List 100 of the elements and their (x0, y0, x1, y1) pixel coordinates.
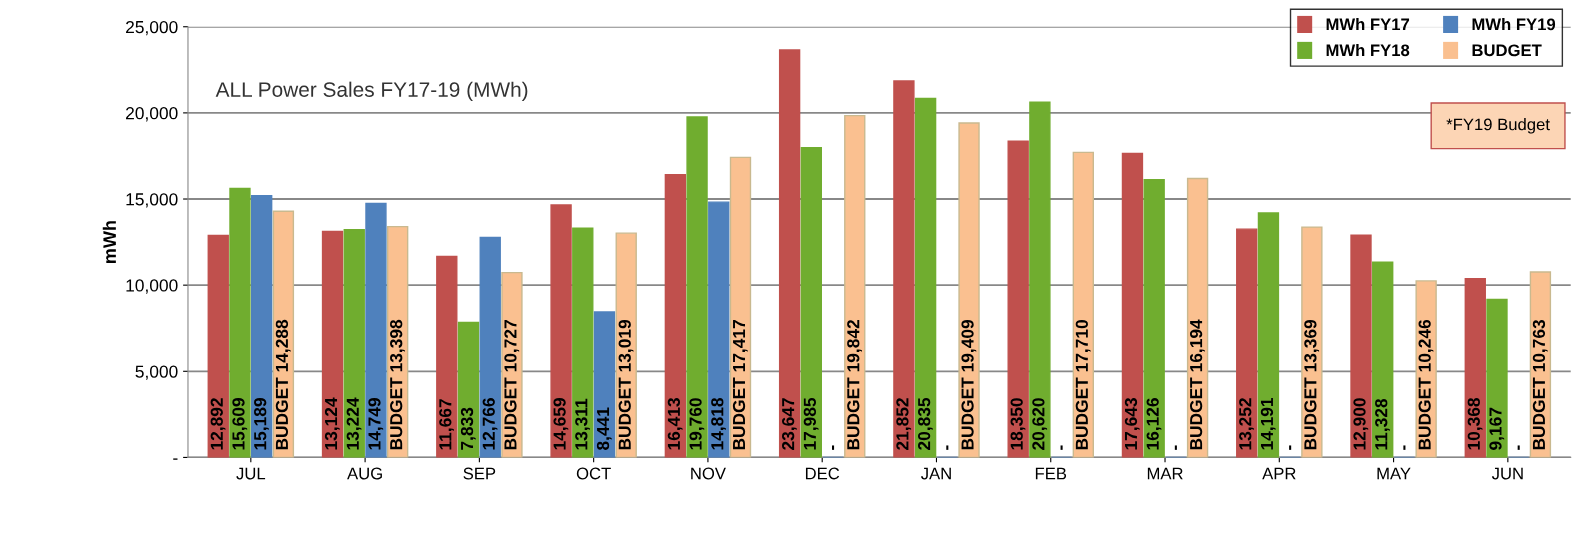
text: - (832, 445, 835, 450)
x-tick-label: OCT (576, 467, 611, 480)
data-label: 12,900 (1353, 398, 1369, 450)
x-tick-label: DEC (805, 467, 840, 480)
legend-label: MWh FY19 (1472, 18, 1556, 31)
data-label: 19,760 (689, 398, 705, 450)
data-label: 14,191 (1260, 397, 1276, 450)
bar (664, 173, 687, 458)
bar (572, 227, 594, 458)
y-tick-label: 10,000 (126, 279, 178, 294)
data-label: BUDGET 10,727 (504, 320, 520, 450)
bar (1029, 101, 1051, 458)
data-label: BUDGET 19,409 (961, 319, 977, 450)
x-tick-label: SEP (463, 467, 496, 480)
bar (1236, 228, 1258, 458)
data-label: 20,835 (917, 397, 933, 450)
bar (1372, 261, 1394, 458)
bar (893, 80, 915, 458)
bar (1007, 140, 1029, 458)
data-label: BUDGET 10,763 (1532, 319, 1548, 450)
data-label: 13,124 (324, 397, 340, 450)
data-label: 14,659 (553, 398, 569, 450)
bar (1350, 234, 1372, 458)
data-label: 14,749 (368, 398, 384, 450)
data-label: 12,892 (210, 398, 226, 450)
bar (229, 187, 251, 458)
bar (550, 204, 572, 458)
bar (708, 201, 730, 458)
data-label: 17,985 (803, 397, 819, 450)
data-label: BUDGET 17,710 (1075, 320, 1091, 450)
x-tick-label: MAY (1377, 467, 1411, 480)
bar (1143, 178, 1165, 458)
data-label: BUDGET 13,398 (390, 319, 405, 450)
bar (958, 122, 980, 458)
text: - (1403, 445, 1406, 450)
x-tick-label: JAN (920, 467, 951, 480)
y-tick-label: 15,000 (126, 193, 178, 208)
bar (436, 255, 458, 458)
data-label: 15,609 (232, 398, 248, 450)
bar (457, 321, 480, 458)
data-label: 13,252 (1239, 398, 1254, 450)
bar (250, 195, 273, 458)
x-tick-label: MAR (1147, 467, 1183, 480)
data-label: 20,620 (1032, 398, 1048, 450)
data-label: BUDGET 10,246 (1418, 319, 1434, 450)
text: - (1289, 445, 1292, 450)
bar (1121, 152, 1144, 458)
text: - (1060, 445, 1063, 450)
x-tick-label: APR (1262, 467, 1296, 480)
data-label: BUDGET 17,417 (732, 320, 748, 450)
data-label: 23,647 (782, 398, 797, 450)
data-label: 17,643 (1124, 398, 1140, 450)
text: ALL Power Sales FY17-19 (MWh) (215, 81, 528, 102)
data-label: 21,852 (896, 398, 912, 450)
annotation: *FY19 Budget (1446, 118, 1550, 134)
text: - (1517, 445, 1520, 450)
data-label: 18,350 (1010, 398, 1026, 450)
data-label: 9,167 (1489, 407, 1505, 450)
x-tick-label: FEB (1035, 467, 1067, 480)
y-tick-label: 20,000 (126, 107, 178, 122)
bar (800, 146, 823, 458)
data-label: BUDGET 14,288 (275, 319, 291, 450)
data-label: BUDGET 13,369 (1304, 319, 1320, 450)
x-tick-label: AUG (347, 467, 382, 480)
legend-label: MWh FY18 (1326, 43, 1410, 57)
y-axis-title: mWh (102, 221, 116, 263)
data-label: 13,224 (346, 397, 362, 450)
legend-label: MWh FY17 (1326, 18, 1410, 31)
data-label: 13,311 (575, 398, 590, 450)
y-tick-label: 25,000 (126, 20, 178, 36)
data-label: 10,368 (1467, 397, 1483, 450)
data-label: 16,126 (1146, 398, 1162, 450)
text: - (946, 445, 949, 450)
data-label: 11,328 (1375, 398, 1390, 450)
bar (479, 236, 501, 458)
bar (365, 202, 387, 458)
data-label: 15,189 (254, 398, 269, 450)
y-tick-label: 5,000 (135, 365, 178, 380)
bar (1464, 278, 1486, 458)
data-label: 7,833 (460, 407, 476, 450)
data-label: BUDGET 19,842 (847, 320, 862, 450)
data-label: 12,766 (482, 398, 498, 450)
bar (914, 97, 937, 458)
text: - (1174, 445, 1177, 450)
bar (593, 311, 616, 458)
x-tick-label: JUL (236, 467, 266, 480)
data-label: 8,441 (596, 407, 612, 450)
data-label: BUDGET 16,194 (1189, 319, 1205, 450)
x-tick-label: JUN (1491, 467, 1523, 480)
bar (321, 230, 344, 458)
bar (207, 234, 229, 458)
data-label: 11,667 (439, 399, 454, 450)
bar (1257, 212, 1280, 458)
y-tick-label: - (173, 458, 178, 460)
bar (686, 116, 708, 458)
bar (1486, 298, 1508, 458)
legend-label: BUDGET (1472, 44, 1542, 57)
x-tick-label: NOV (691, 467, 726, 480)
data-label: 14,818 (711, 397, 726, 450)
data-label: BUDGET 13,019 (618, 319, 634, 450)
